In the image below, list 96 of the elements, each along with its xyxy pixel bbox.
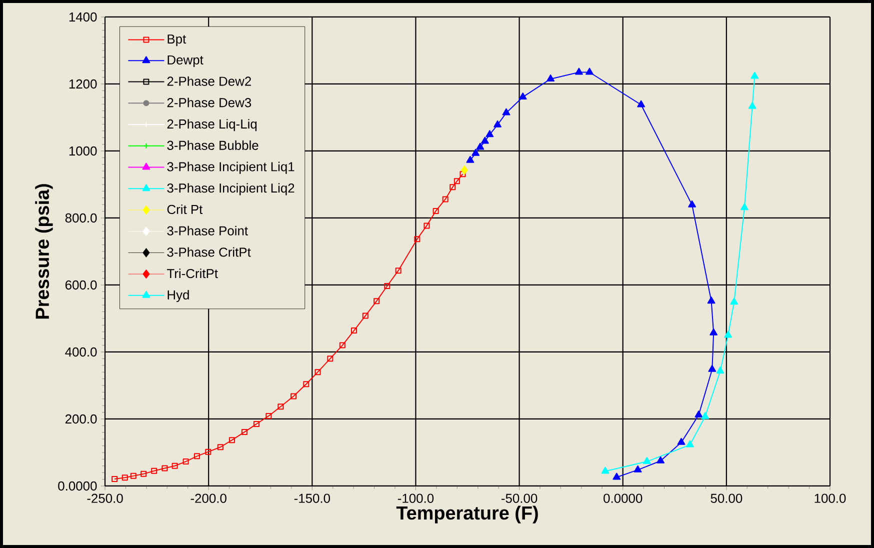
point <box>140 470 147 477</box>
point <box>476 142 484 150</box>
point <box>350 328 357 334</box>
y-tick-label: 200.0 <box>65 414 97 424</box>
legend-label: 2-Phase Dew3 <box>167 98 252 108</box>
point <box>694 410 703 418</box>
point <box>414 236 420 242</box>
point <box>122 474 128 481</box>
legend-label: 3-Phase Incipient Liq2 <box>167 183 294 196</box>
point <box>740 203 748 210</box>
point <box>395 268 402 274</box>
point <box>612 472 621 480</box>
point <box>384 282 390 289</box>
point <box>362 312 368 319</box>
point <box>748 102 756 109</box>
point <box>241 429 248 436</box>
legend-label: 3-Phase CritPt <box>167 247 251 257</box>
point <box>374 298 380 304</box>
point <box>454 178 460 184</box>
point <box>724 330 732 338</box>
point <box>339 342 346 348</box>
point <box>432 208 439 214</box>
x-tick-label: 100.0 <box>814 494 846 503</box>
point <box>701 412 710 420</box>
point <box>460 171 466 178</box>
point <box>707 296 716 304</box>
point <box>601 466 610 474</box>
point <box>130 472 136 479</box>
point <box>327 356 334 362</box>
point <box>708 364 716 372</box>
y-tick-label: 600.0 <box>65 280 97 290</box>
point <box>486 130 494 138</box>
point <box>290 393 297 400</box>
point <box>656 456 665 464</box>
point <box>634 465 642 472</box>
legend-label: 2-Phase Dew2 <box>167 76 251 86</box>
y-tick-label: 1000 <box>69 146 97 156</box>
point <box>642 457 651 464</box>
legend-label: 2-Phase Liq-Liq <box>167 119 257 132</box>
point <box>112 476 118 482</box>
x-tick-label: -50.00 <box>502 494 538 503</box>
point <box>172 462 178 469</box>
legend-label: 3-Phase Point <box>167 226 248 236</box>
x-tick-label: -150.0 <box>294 494 330 503</box>
point <box>314 369 321 376</box>
y-tick-label: 800.0 <box>65 213 97 223</box>
x-axis-title: Temperature (F) <box>396 506 538 524</box>
y-tick-label: 1200 <box>69 79 97 89</box>
point <box>637 100 646 108</box>
point <box>750 72 759 79</box>
point <box>303 381 310 388</box>
y-tick-label: 1400 <box>69 12 97 22</box>
point <box>217 444 224 450</box>
legend-label: 3-Phase Incipient Liq1 <box>167 162 294 174</box>
legend-label: Hyd <box>168 290 189 302</box>
legend-label: Bpt <box>168 34 186 46</box>
point <box>151 468 158 474</box>
point <box>182 458 189 465</box>
point <box>472 148 480 156</box>
point <box>494 120 502 128</box>
point <box>677 438 686 445</box>
y-tick-label: 400.0 <box>65 347 97 357</box>
point <box>502 108 510 116</box>
point <box>266 412 272 419</box>
point <box>228 437 235 444</box>
point <box>205 448 212 455</box>
point <box>586 68 594 75</box>
y-tick-label: 0.0000 <box>58 481 97 491</box>
point <box>162 465 168 472</box>
point <box>574 68 583 75</box>
point <box>442 196 448 202</box>
legend-label: Dewpt <box>168 55 204 68</box>
x-tick-label: -200.0 <box>190 494 226 503</box>
point <box>716 366 724 374</box>
x-tick-label: -250.0 <box>87 494 123 503</box>
point <box>518 92 527 100</box>
point <box>253 421 260 428</box>
x-tick-label: 0.0000 <box>604 494 642 503</box>
legend-label: 3-Phase Bubble <box>167 140 258 150</box>
point <box>688 200 696 208</box>
legend-label: Crit Pt <box>167 204 203 214</box>
point <box>686 440 694 448</box>
legend-label: Tri-CritPt <box>167 268 218 278</box>
x-tick-label: -100.0 <box>398 494 434 503</box>
y-axis-title: Pressure (psia) <box>35 184 53 319</box>
point <box>278 404 284 410</box>
point <box>480 136 489 144</box>
point <box>450 184 456 190</box>
point <box>730 298 738 305</box>
point <box>466 156 474 163</box>
point <box>424 222 430 229</box>
x-tick-label: 50.00 <box>710 494 742 503</box>
point <box>546 74 555 82</box>
point <box>710 328 718 336</box>
point <box>194 453 200 460</box>
point <box>460 165 468 175</box>
